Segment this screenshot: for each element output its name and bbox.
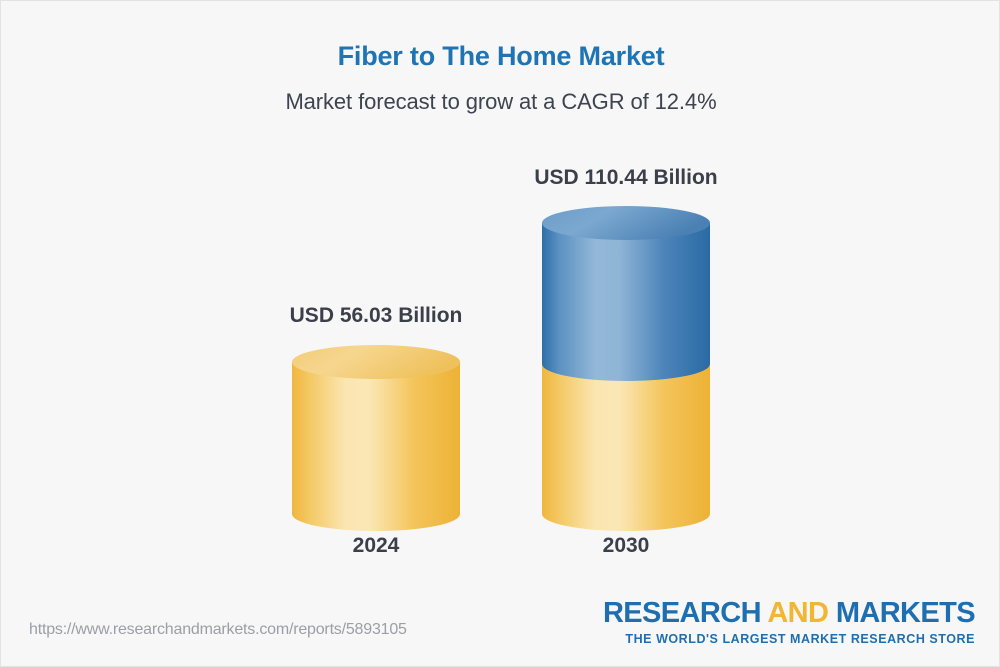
bar-value-label-2030: USD 110.44 Billion bbox=[534, 166, 718, 189]
bar-segment-base-2030 bbox=[542, 364, 710, 531]
bar-category-label-2030: 2030 bbox=[602, 534, 650, 557]
brand-tagline: THE WORLD'S LARGEST MARKET RESEARCH STOR… bbox=[625, 632, 975, 646]
brand-name: RESEARCH AND MARKETS bbox=[602, 597, 976, 629]
bar-body-2024 bbox=[292, 362, 460, 531]
source-url[interactable]: https://www.researchandmarkets.com/repor… bbox=[29, 621, 407, 638]
bar-segment-growth-2030 bbox=[542, 223, 710, 381]
bar-top-cap-2024 bbox=[292, 345, 460, 379]
chart-subtitle: Market forecast to grow at a CAGR of 12.… bbox=[285, 89, 717, 114]
bar-category-label-2024: 2024 bbox=[352, 534, 400, 557]
page-title: Fiber to The Home Market bbox=[337, 41, 665, 71]
bar-top-cap-2030 bbox=[542, 206, 710, 240]
brand-word-and: AND bbox=[767, 597, 829, 629]
bar-cylinder-2030[interactable] bbox=[531, 191, 731, 531]
chart-plot-area: USD 56.03 Billion bbox=[1, 1, 1000, 601]
bar-value-label-2024: USD 56.03 Billion bbox=[289, 304, 463, 327]
bar-cylinder-2024[interactable] bbox=[281, 331, 481, 531]
brand-word-research: RESEARCH bbox=[602, 597, 762, 629]
brand-logo: RESEARCH AND MARKETS THE WORLD'S LARGEST… bbox=[602, 597, 976, 647]
brand-word-markets: MARKETS bbox=[835, 597, 976, 629]
